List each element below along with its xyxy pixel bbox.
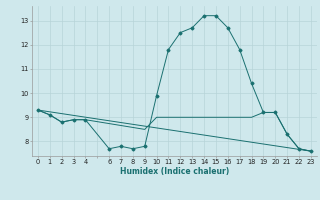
X-axis label: Humidex (Indice chaleur): Humidex (Indice chaleur)	[120, 167, 229, 176]
